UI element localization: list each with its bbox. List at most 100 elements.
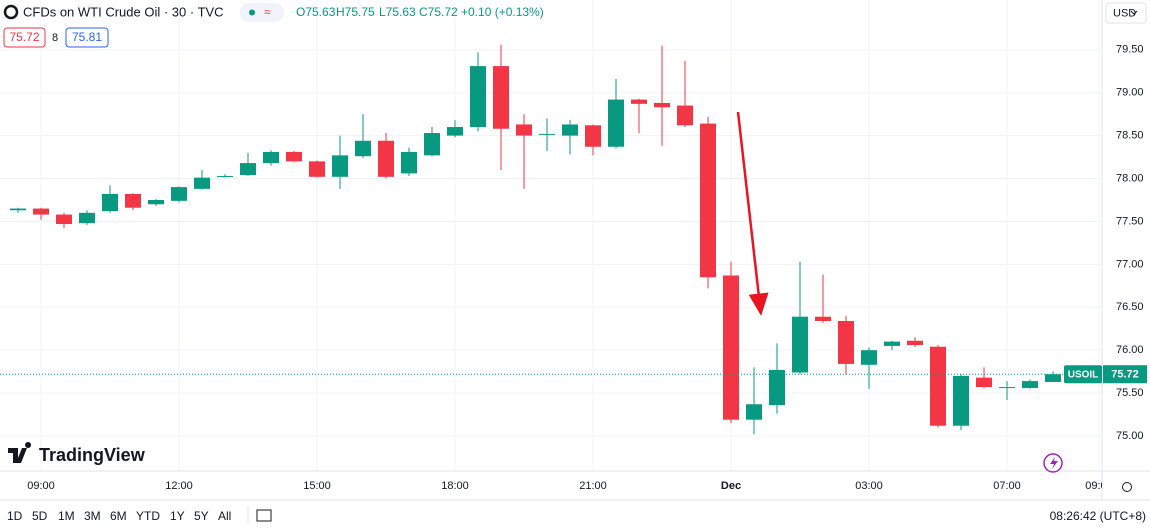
symbol-label: USOIL: [1068, 369, 1099, 380]
range-button[interactable]: 1Y: [170, 509, 185, 523]
candle-body: [700, 123, 716, 278]
range-button[interactable]: 1M: [58, 509, 75, 523]
candle-body: [976, 377, 992, 388]
date-range-icon[interactable]: [256, 509, 272, 522]
x-tick-label: 12:00: [165, 480, 193, 492]
candle-body: [240, 163, 256, 176]
candle-body: [907, 340, 923, 346]
bid-box[interactable]: [3, 27, 46, 48]
candle-body: [332, 155, 348, 177]
candle-body: [999, 387, 1015, 389]
candle-body: [378, 140, 394, 177]
axes: 75.00 75.50 76.00 76.50 77.00 77.50 78.00 78.50…: [27, 44, 1143, 492]
candle-body: [493, 66, 509, 129]
y-tick-label: 78.00: [1116, 172, 1144, 184]
candle-body: [470, 66, 486, 128]
ask-box[interactable]: [65, 27, 109, 48]
candle-body: [930, 346, 946, 426]
x-tick-label: 07:00: [993, 480, 1021, 492]
candle-body: [79, 212, 95, 224]
candle-body: [815, 316, 831, 322]
candle-body: [562, 124, 578, 136]
status-pill[interactable]: [240, 3, 284, 22]
candle-body: [125, 193, 141, 208]
x-tick-label: 09:00: [1085, 480, 1113, 492]
candle-body: [884, 341, 900, 346]
x-tick-label: 03:00: [855, 480, 883, 492]
grid: [0, 0, 1102, 470]
y-tick-label: 78.50: [1116, 130, 1144, 142]
brand: TradingView: [39, 445, 146, 465]
candle-body: [838, 321, 854, 364]
candle-body: [309, 161, 325, 177]
x-tick-label: 15:00: [303, 480, 331, 492]
x-axis: 09:00 12:00 15:00 18:00 21:00 Dec 03:00 07:00 09…: [27, 480, 1113, 492]
x-tick-label: 18:00: [441, 480, 469, 492]
y-tick-label: 76.50: [1116, 301, 1144, 313]
candle-body: [608, 99, 624, 147]
toolbar: 1D 5D 1M 3M 6M YTD 1Y 5Y All: [7, 509, 231, 523]
candle-body: [102, 193, 118, 212]
candle-body: [953, 375, 969, 426]
candle-body: [861, 350, 877, 365]
symbol-title: CFDs on WTI Crude Oil · 30 · TVC: [23, 4, 224, 19]
range-button[interactable]: 5D: [32, 509, 48, 523]
ohlc-value: O75.63: [296, 5, 336, 19]
symbol-icon: [3, 4, 19, 20]
y-tick-label: 75.50: [1116, 387, 1144, 399]
candle-body: [217, 175, 233, 177]
candle-body: [792, 316, 808, 373]
candles: [0, 44, 1102, 435]
ask[interactable]: 75.81: [72, 30, 102, 44]
candle-body: [56, 214, 72, 225]
candle-body: [424, 133, 440, 156]
range-button[interactable]: 6M: [110, 509, 127, 523]
candle-body: [10, 208, 26, 211]
y-tick-label: 76.00: [1116, 344, 1144, 356]
candle-body: [447, 127, 463, 136]
candle-body: [171, 187, 187, 201]
y-tick-label: 79.50: [1116, 44, 1144, 56]
ohlc-value: C75.72: [419, 5, 458, 19]
annotation-arrow: [736, 111, 769, 316]
symbol-tag: [1064, 365, 1102, 384]
ohlc-value: H75.75: [336, 5, 375, 19]
brand-logo: [8, 442, 32, 463]
y-tick-label: 77.00: [1116, 258, 1144, 270]
range-button[interactable]: All: [218, 509, 231, 523]
candle-body: [769, 369, 785, 406]
range-button[interactable]: 1D: [7, 509, 23, 523]
settings-icon[interactable]: [1122, 482, 1132, 492]
range-button[interactable]: 3M: [84, 509, 101, 523]
ohlc-value: +0.10 (+0.13%): [461, 5, 544, 19]
candle-body: [33, 208, 49, 215]
currency-caret: [1130, 10, 1138, 15]
candle-body: [194, 177, 210, 189]
y-tick-label: 79.00: [1116, 87, 1144, 99]
candle-body: [148, 199, 164, 205]
status-dot: [249, 9, 255, 16]
candle-body: [516, 124, 532, 136]
currency-box[interactable]: [1105, 2, 1147, 24]
candle-body: [631, 99, 647, 104]
candle-body: [1045, 374, 1061, 382]
assistant-icon[interactable]: [1043, 453, 1063, 473]
y-tick-label: 77.50: [1116, 215, 1144, 227]
last-price-label: 75.72: [1111, 369, 1139, 381]
clock: 08:26:42 (UTC+8): [1050, 509, 1146, 523]
ohlc: O75.63 H75.75 L75.63 C75.72 +0.10 (+0.13%): [296, 5, 544, 19]
range-button[interactable]: YTD: [136, 509, 160, 523]
candle-body: [677, 105, 693, 126]
candle-body: [585, 125, 601, 147]
candle-body: [746, 404, 762, 420]
currency[interactable]: USD: [1113, 7, 1136, 19]
assistant-bolt: [1050, 457, 1058, 469]
bid[interactable]: 75.72: [9, 30, 39, 44]
range-button[interactable]: 5Y: [194, 509, 209, 523]
candle-body: [654, 102, 670, 108]
candle-body: [539, 133, 555, 135]
x-tick-label: 21:00: [579, 480, 607, 492]
x-tick-label: 09:00: [27, 480, 55, 492]
